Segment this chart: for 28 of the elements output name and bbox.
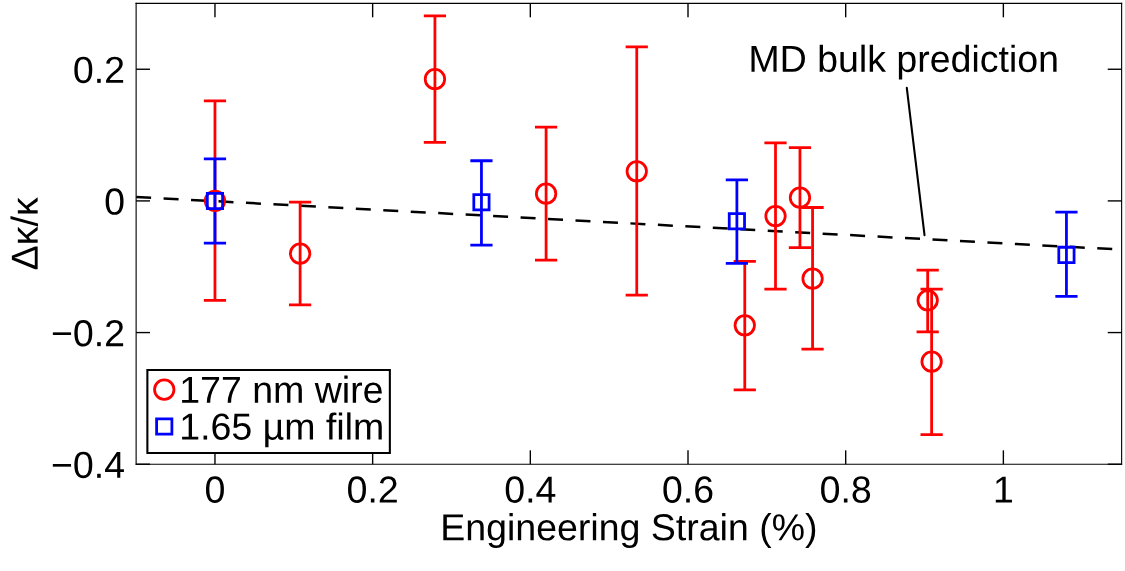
point <box>727 212 746 231</box>
point <box>423 68 447 91</box>
x-tick-label: 0.4 <box>505 476 556 503</box>
x-tick-label: 0 <box>206 476 224 503</box>
point <box>625 160 648 183</box>
point <box>289 242 312 265</box>
point <box>534 182 558 205</box>
point <box>1057 245 1076 264</box>
point <box>764 204 787 228</box>
x-tick-label: 0.6 <box>663 476 713 503</box>
annotation: MD bulk prediction <box>751 44 1057 80</box>
point <box>472 193 491 212</box>
x-tick-label: 1 <box>995 476 1012 503</box>
y-tick-label: −0.4 <box>52 451 124 479</box>
point <box>733 314 756 337</box>
point <box>916 289 939 312</box>
legend-label: 1.65 µm film <box>182 412 382 448</box>
x-tick-label: 0.8 <box>821 476 871 503</box>
y-tick-label: 0 <box>105 188 124 215</box>
point <box>788 186 812 209</box>
y-axis-title: Δκ/κ <box>10 197 39 270</box>
point <box>801 267 824 290</box>
point <box>920 350 943 373</box>
y-tick-label: 0.2 <box>74 56 124 84</box>
legend-label: 177 nm wire <box>182 375 382 404</box>
y-tick-label: −0.2 <box>52 319 124 347</box>
x-axis-title: Engineering Strain (%) <box>443 513 816 549</box>
x-tick-label: 0.2 <box>348 476 397 503</box>
